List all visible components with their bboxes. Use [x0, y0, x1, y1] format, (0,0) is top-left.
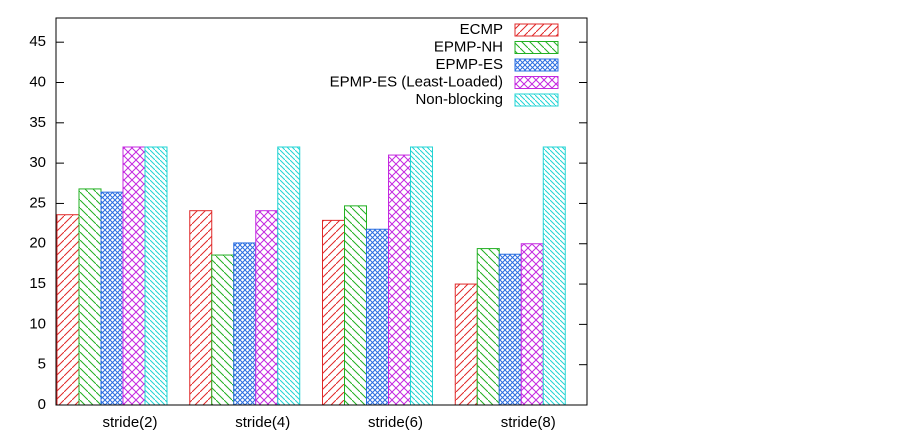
legend-label: EPMP-ES — [435, 56, 503, 73]
bar — [56, 214, 80, 406]
y-tick-label: 10 — [29, 315, 46, 332]
legend-label: ECMP — [460, 21, 503, 38]
bar — [100, 191, 124, 406]
bar — [410, 146, 433, 406]
legend-swatch — [514, 23, 559, 37]
bar — [255, 210, 279, 406]
legend-label: Non-blocking — [415, 91, 503, 108]
y-tick-label: 40 — [29, 73, 46, 90]
bar — [122, 146, 146, 406]
legend-swatch — [514, 93, 559, 107]
bar — [189, 210, 213, 406]
bar — [454, 283, 478, 406]
legend-label: EPMP-NH — [434, 38, 503, 55]
y-tick-label: 0 — [38, 396, 46, 413]
x-tick-label: stride(6) — [368, 414, 423, 431]
y-tick-label: 35 — [29, 114, 46, 131]
bar — [520, 243, 544, 406]
bar — [277, 146, 301, 406]
y-tick-label: 15 — [29, 275, 46, 292]
legend-swatch — [514, 41, 559, 54]
x-tick-label: stride(4) — [235, 414, 290, 431]
legend-swatch — [514, 58, 559, 72]
bar — [344, 205, 367, 406]
bar — [542, 146, 566, 406]
bar — [366, 228, 389, 406]
plot-frame — [55, 17, 588, 406]
y-tick-label: 5 — [38, 356, 46, 373]
x-tick-label: stride(8) — [501, 414, 556, 431]
legend-label: EPMP-ES (Least-Loaded) — [330, 73, 503, 90]
bar — [211, 254, 235, 406]
y-tick-label: 20 — [29, 235, 46, 252]
y-tick-label: 25 — [29, 194, 46, 211]
bar — [322, 219, 345, 406]
bar — [476, 248, 500, 406]
x-tick-label: stride(2) — [102, 414, 157, 431]
bar — [388, 154, 411, 406]
bar — [78, 188, 102, 406]
bar — [233, 242, 257, 406]
bar — [498, 253, 522, 406]
y-tick-label: 45 — [29, 33, 46, 50]
bar — [144, 146, 168, 406]
legend-swatch — [514, 76, 559, 89]
y-tick-label: 30 — [29, 154, 46, 171]
